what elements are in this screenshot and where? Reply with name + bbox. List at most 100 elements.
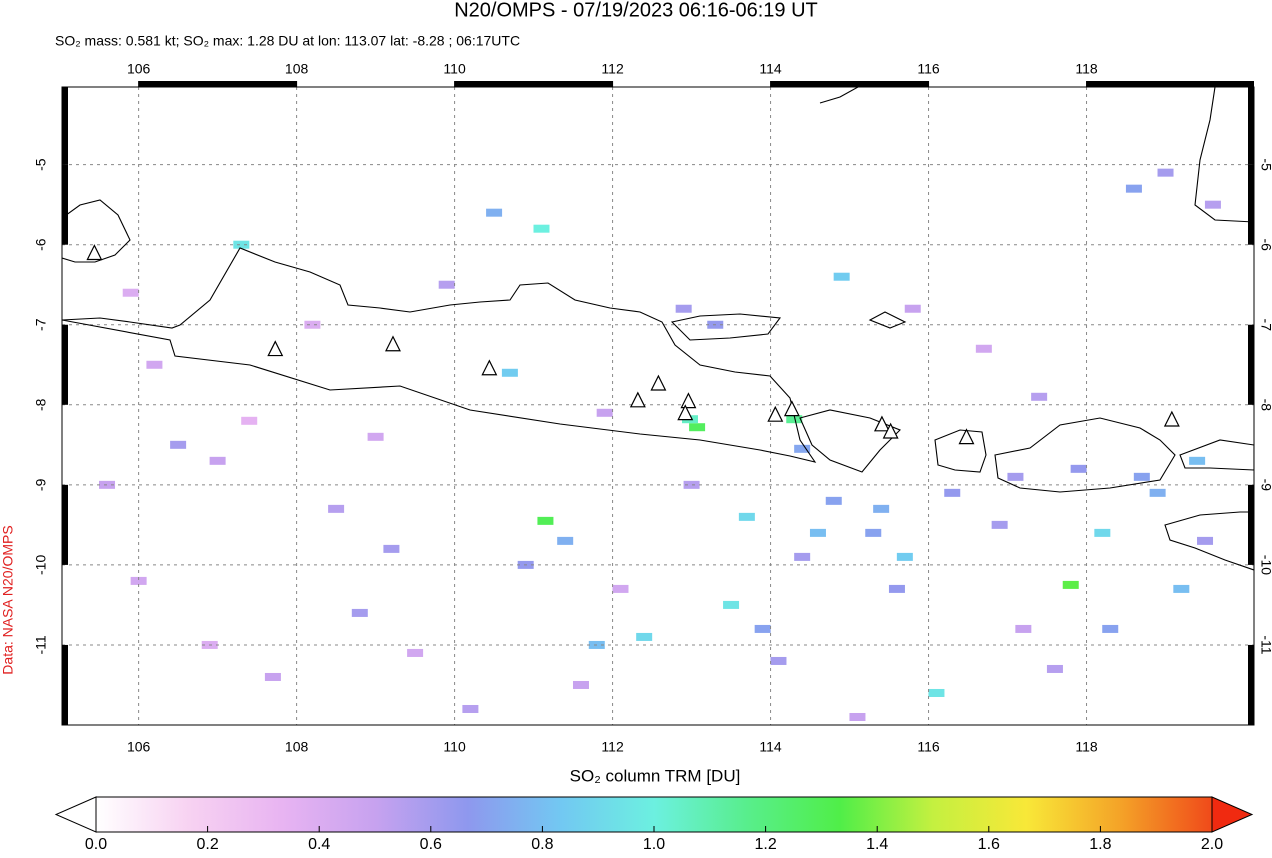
so2-pixel bbox=[1189, 456, 1206, 465]
volcano bbox=[677, 404, 694, 421]
colorbar-tick-label: 2.0 bbox=[1201, 836, 1223, 853]
x-tick-label-bottom: 110 bbox=[443, 739, 466, 755]
colorbar-label: SO₂ column TRM [DU] bbox=[570, 766, 741, 785]
subtitle: SO₂ mass: 0.581 kt; SO₂ max: 1.28 DU at … bbox=[55, 33, 520, 49]
colorbar: 0.0 0.2 0.4 0.6 0.8 1.0 1.2 1.4 1.6 1.8 2.0 bbox=[54, 796, 1254, 853]
x-tick-label-bottom: 108 bbox=[285, 739, 309, 755]
axes: 106 106 108 108 110 110 112 112 114 114 116 116 118 1… bbox=[33, 61, 1272, 755]
frame-bar bbox=[62, 164, 68, 245]
so2-pixel bbox=[170, 440, 187, 449]
so2-pixel bbox=[896, 552, 913, 561]
coastline bbox=[1194, 87, 1254, 223]
so2-pixel bbox=[1015, 624, 1032, 633]
x-tick-label-bottom: 116 bbox=[917, 739, 940, 755]
frame-bar bbox=[1086, 81, 1254, 87]
so2-pixel bbox=[833, 272, 850, 281]
so2-pixel bbox=[991, 520, 1008, 529]
volcano bbox=[86, 244, 103, 261]
x-tick-label-bottom: 112 bbox=[601, 739, 624, 755]
so2-pixel bbox=[975, 344, 992, 353]
so2-pixel bbox=[1094, 528, 1111, 537]
colorbar-tick-label: 1.8 bbox=[1089, 836, 1111, 853]
colorbar-low-arrow bbox=[54, 796, 97, 833]
so2-pixel bbox=[264, 672, 281, 681]
so2-pixel bbox=[367, 432, 384, 441]
title: N20/OMPS - 07/19/2023 06:16-06:19 UT bbox=[454, 0, 818, 21]
so2-pixel bbox=[612, 584, 629, 593]
y-tick-label-left: -8 bbox=[33, 398, 49, 411]
colorbar-tick-label: 1.0 bbox=[643, 836, 665, 853]
grid bbox=[62, 87, 1254, 725]
volcano bbox=[650, 374, 667, 391]
x-tick-label-top: 116 bbox=[917, 61, 940, 77]
so2-pixel bbox=[596, 408, 613, 417]
so2-pixel bbox=[383, 544, 400, 553]
volcano bbox=[882, 422, 899, 439]
frame-bar bbox=[138, 81, 297, 87]
so2-pixel bbox=[122, 288, 139, 297]
x-tick-label-top: 108 bbox=[285, 61, 309, 77]
so2-pixel bbox=[1157, 168, 1174, 177]
so2-pixel bbox=[130, 576, 147, 585]
coastline bbox=[799, 409, 901, 473]
coastline bbox=[819, 87, 859, 104]
map-area bbox=[62, 87, 1254, 725]
y-tick-label-right: -5 bbox=[1258, 158, 1272, 171]
x-tick-label-bottom: 106 bbox=[127, 739, 151, 755]
coastline bbox=[868, 311, 907, 329]
volcano bbox=[873, 415, 890, 432]
so2-pixel bbox=[944, 488, 961, 497]
so2-pixel bbox=[1149, 488, 1166, 497]
so2-pixel bbox=[328, 504, 345, 513]
y-tick-label-right: -10 bbox=[1258, 555, 1272, 575]
so2-pixel bbox=[689, 423, 706, 432]
x-tick-label-top: 112 bbox=[601, 61, 624, 77]
so2-pixel bbox=[888, 584, 905, 593]
volcano-layer bbox=[86, 244, 1180, 445]
volcano bbox=[767, 405, 784, 422]
x-tick-label-top: 118 bbox=[1075, 61, 1098, 77]
so2-pixel bbox=[723, 600, 740, 609]
so2-pixel bbox=[1102, 624, 1119, 633]
volcano bbox=[385, 335, 401, 352]
colorbar-tick-label: 0.0 bbox=[85, 836, 107, 853]
y-tick-label-left: -7 bbox=[33, 318, 49, 331]
so2-pixel bbox=[233, 240, 250, 249]
colorbar-tick-label: 0.4 bbox=[308, 836, 330, 853]
y-tick-label-right: -11 bbox=[1258, 635, 1272, 654]
so2-pixel bbox=[99, 480, 116, 489]
y-tick-label-right: -9 bbox=[1258, 479, 1272, 492]
volcano bbox=[481, 359, 498, 376]
so2-pixel bbox=[873, 504, 890, 513]
coastlines bbox=[62, 87, 1254, 571]
colorbar-tick-label: 0.8 bbox=[531, 836, 553, 853]
frame-bar bbox=[62, 87, 68, 165]
x-tick-label-bottom: 114 bbox=[759, 739, 782, 755]
frame-bar bbox=[62, 324, 68, 405]
colorbar-tick-label: 0.2 bbox=[196, 836, 218, 853]
so2-pixel bbox=[438, 280, 455, 289]
so2-pixel bbox=[675, 304, 692, 313]
y-tick-label-left: -10 bbox=[33, 555, 49, 575]
frame-bar bbox=[62, 484, 68, 565]
frame-bar bbox=[1248, 644, 1254, 725]
so2-pixel bbox=[1031, 392, 1048, 401]
so2-pixel bbox=[501, 368, 518, 377]
so2-pixel bbox=[1007, 472, 1024, 481]
map-frame bbox=[61, 86, 1255, 726]
so2-pixel bbox=[209, 456, 226, 465]
frame-bar bbox=[62, 644, 68, 725]
so2-pixel bbox=[683, 480, 700, 489]
so2-pixel bbox=[1062, 580, 1079, 589]
so2-pixel bbox=[809, 528, 826, 537]
so2-pixel bbox=[1197, 536, 1214, 545]
so2-pixel bbox=[1046, 664, 1063, 673]
so2-pixel bbox=[738, 512, 755, 521]
coastline bbox=[670, 313, 782, 341]
so2-pixel bbox=[770, 656, 787, 665]
side-label: Data: NASA N20/OMPS bbox=[0, 525, 16, 674]
so2-pixel bbox=[1173, 584, 1190, 593]
volcano bbox=[1163, 410, 1180, 427]
